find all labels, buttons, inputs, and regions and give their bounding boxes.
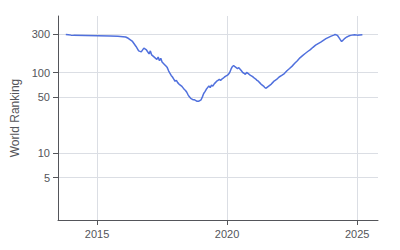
svg-text:2015: 2015 [85,228,109,240]
svg-text:300: 300 [32,28,50,40]
svg-text:5: 5 [44,172,50,184]
svg-text:10: 10 [38,147,50,159]
svg-text:2025: 2025 [345,228,369,240]
svg-text:50: 50 [38,91,50,103]
svg-text:World Ranking: World Ranking [8,79,22,157]
svg-text:100: 100 [32,67,50,79]
svg-text:2020: 2020 [215,228,239,240]
